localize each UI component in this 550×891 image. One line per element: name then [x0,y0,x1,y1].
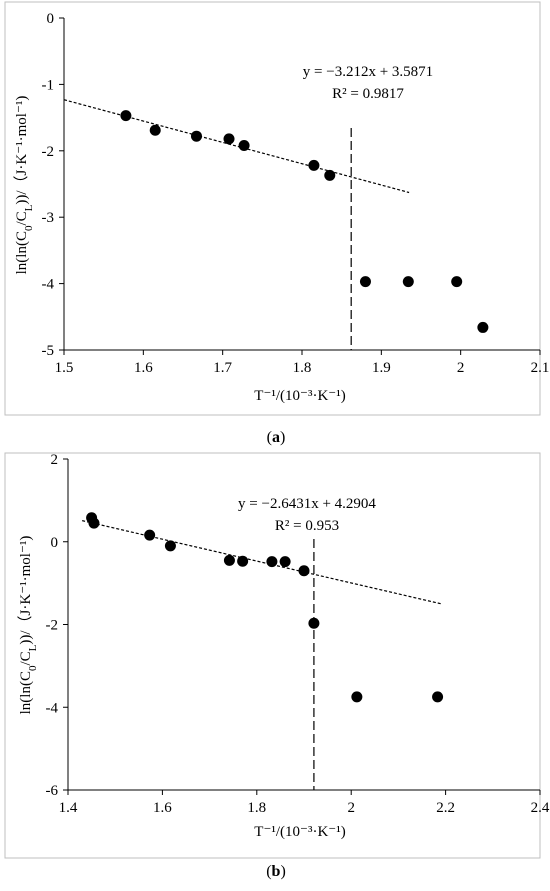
x-tick-label: 2.4 [531,800,550,816]
x-axis-label: T⁻¹/(10⁻³·K⁻¹) [254,824,345,840]
data-point [190,130,202,142]
data-point [308,159,320,171]
trendline [63,99,410,194]
y-tick-label: -2 [42,144,55,160]
x-tick-label: 2 [347,800,355,816]
data-point [164,540,176,552]
y-axis-label-subscript: L [27,644,39,651]
data-point [237,555,249,567]
x-tick-label: 1.6 [153,800,172,816]
y-tick-label: 0 [51,535,59,551]
y-tick-label: 2 [51,452,59,468]
data-point [359,276,371,288]
x-tick-label: 1.8 [247,800,266,816]
y-axis-label-subscript: 0 [27,665,39,671]
data-point [144,529,156,541]
r-squared-label: R² = 0.953 [275,518,339,534]
x-tick-label: 1.9 [372,360,391,376]
y-tick-label: -4 [46,700,59,716]
y-tick-label: -3 [42,210,55,226]
trendline-equation: y = −3.212x + 3.5871 [303,64,433,80]
y-axis-label-part: /C [18,651,34,665]
data-point [298,565,310,577]
data-point [351,691,363,703]
data-point [149,124,161,136]
panel-label: (b) [266,863,286,880]
chart-frame [4,452,541,859]
y-axis-label: ln(ln(C0/CL))/（J·K⁻¹·mol⁻¹) [17,536,39,715]
data-point [402,276,414,288]
y-axis-label-part: /C [14,211,30,225]
panel-letter: b [272,863,281,880]
x-tick-label: 2 [457,360,465,376]
y-tick-label: -4 [42,277,55,293]
y-axis-label-part: ))/（J·K⁻¹·mol⁻¹) [17,536,34,645]
data-point [88,517,100,529]
data-point [324,169,336,181]
y-tick-label: -2 [46,618,59,634]
x-tick-label: 1.4 [59,800,78,816]
x-tick-label: 2.2 [436,800,455,816]
data-point [451,276,463,288]
y-tick-label: -6 [46,783,59,799]
data-point [266,556,278,568]
y-tick-label: -1 [42,77,55,93]
data-point [308,617,320,629]
y-tick-label: 0 [47,11,55,27]
panel-label: (a) [267,429,286,446]
data-point [432,691,444,703]
y-axis-label-part: ln(ln(C [18,671,34,714]
data-point [223,554,235,566]
r-squared-label: R² = 0.9817 [332,86,404,102]
x-tick-label: 1.6 [134,360,153,376]
x-tick-label: 2.1 [531,360,550,376]
y-axis-label: ln(ln(C0/CL))/（J·K⁻¹·mol⁻¹) [13,96,35,275]
panel-letter: a [272,429,280,446]
data-point [279,556,291,568]
x-axis-label: T⁻¹/(10⁻³·K⁻¹) [254,388,345,404]
chart-panel-a: 1.5 1.6 1.7 1.8 1.9 2 2.1 0 -1 -2 -3 -4 -5 y = −3.212… [4,1,550,446]
data-point [238,139,250,151]
y-tick-label: -5 [42,343,55,359]
y-axis-label-part: ln(ln(C [14,231,30,274]
y-axis-label-subscript: L [23,204,35,211]
x-tick-label: 1.5 [55,360,74,376]
trendline [82,520,442,605]
data-point [223,133,235,145]
chart-frame [4,1,541,416]
x-tick-label: 1.7 [213,360,232,376]
data-point [477,321,489,333]
y-axis-label-part: ))/（J·K⁻¹·mol⁻¹) [13,96,30,205]
chart-panel-b: 1.4 1.6 1.8 2 2.2 2.4 2 0 -2 -4 -6 y = −2.6431x + 4… [4,452,550,880]
y-axis-label-subscript: 0 [23,225,35,231]
x-tick-label: 1.8 [293,360,312,376]
trendline-equation: y = −2.6431x + 4.2904 [238,496,376,512]
data-point [120,110,132,122]
